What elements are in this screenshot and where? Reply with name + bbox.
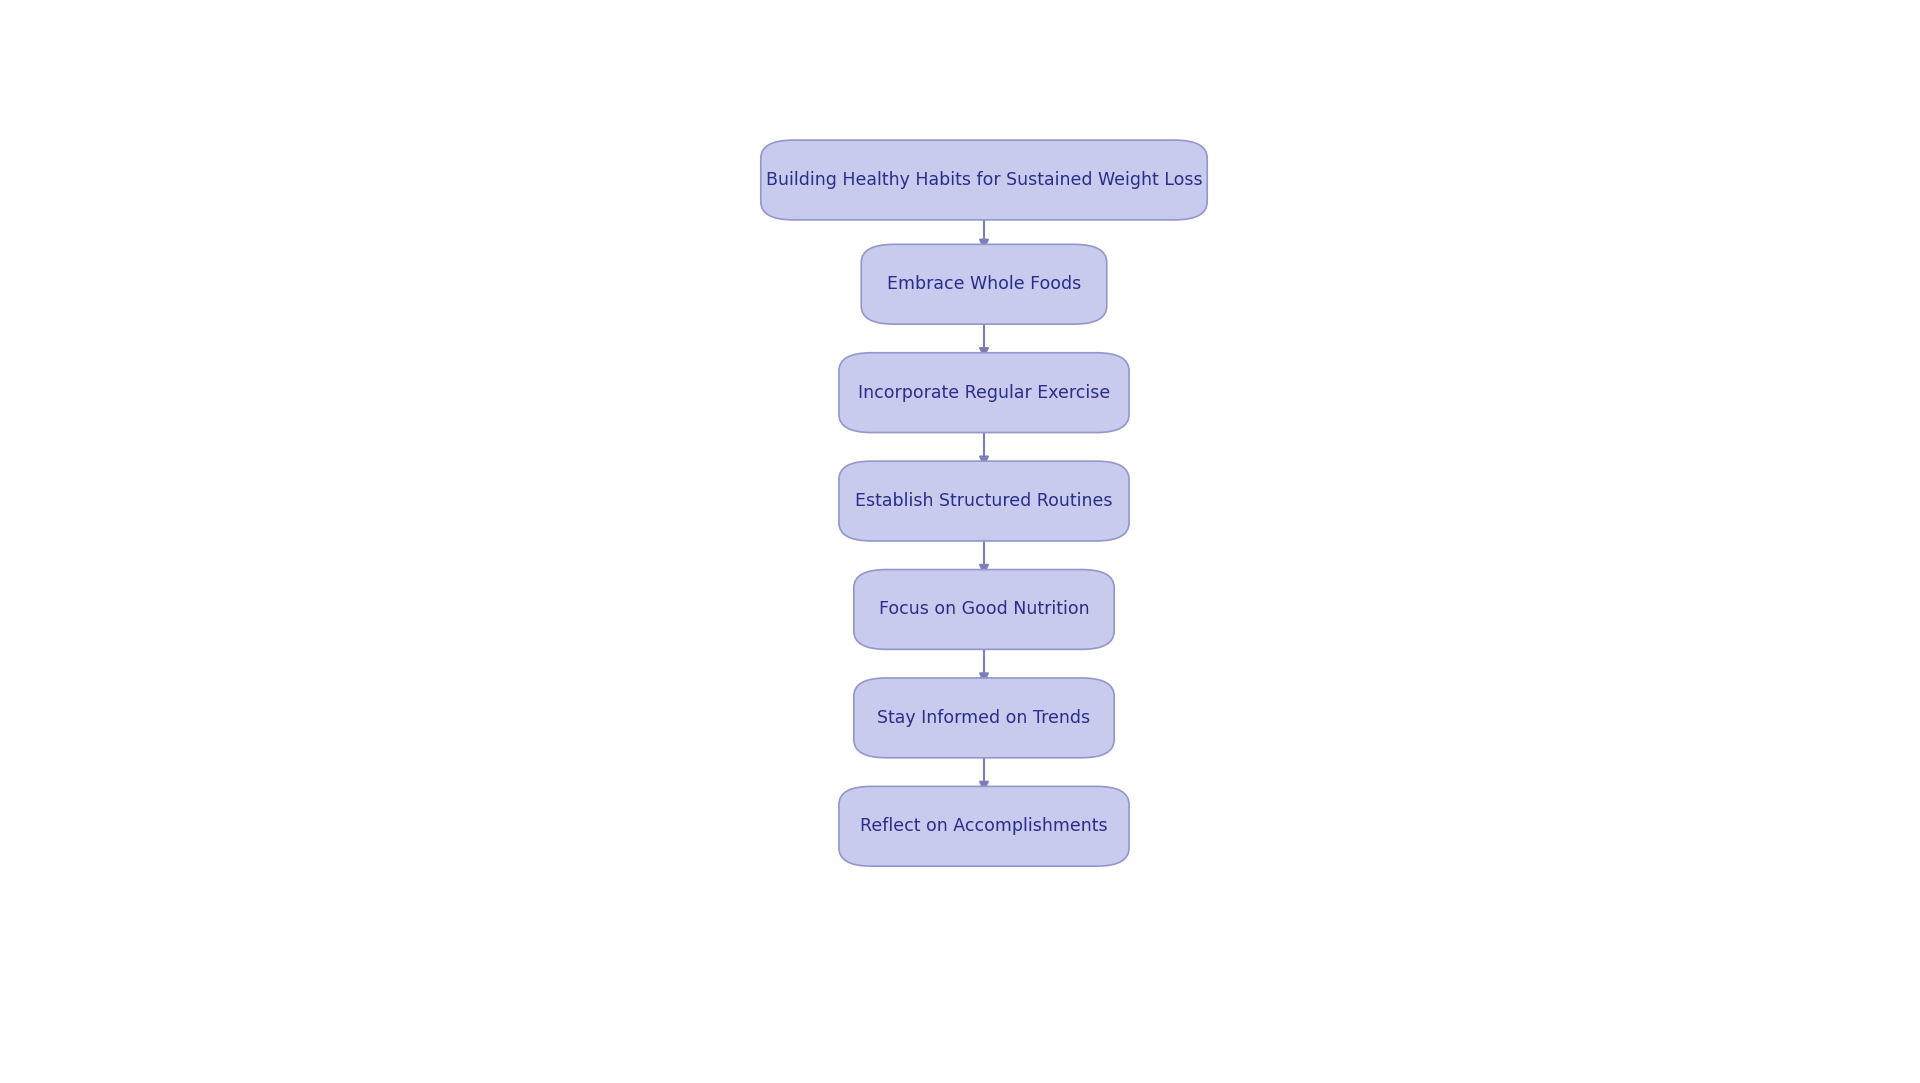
Text: Reflect on Accomplishments: Reflect on Accomplishments [860,818,1108,835]
FancyBboxPatch shape [839,353,1129,432]
FancyBboxPatch shape [854,678,1114,758]
FancyBboxPatch shape [839,461,1129,540]
Text: Establish Structured Routines: Establish Structured Routines [854,492,1114,510]
Text: Building Healthy Habits for Sustained Weight Loss: Building Healthy Habits for Sustained We… [766,171,1202,190]
Text: Stay Informed on Trends: Stay Informed on Trends [877,709,1091,727]
FancyBboxPatch shape [862,245,1106,324]
FancyBboxPatch shape [854,570,1114,650]
FancyBboxPatch shape [760,140,1208,220]
Text: Incorporate Regular Exercise: Incorporate Regular Exercise [858,383,1110,402]
Text: Embrace Whole Foods: Embrace Whole Foods [887,275,1081,293]
FancyBboxPatch shape [839,786,1129,866]
Text: Focus on Good Nutrition: Focus on Good Nutrition [879,600,1089,618]
